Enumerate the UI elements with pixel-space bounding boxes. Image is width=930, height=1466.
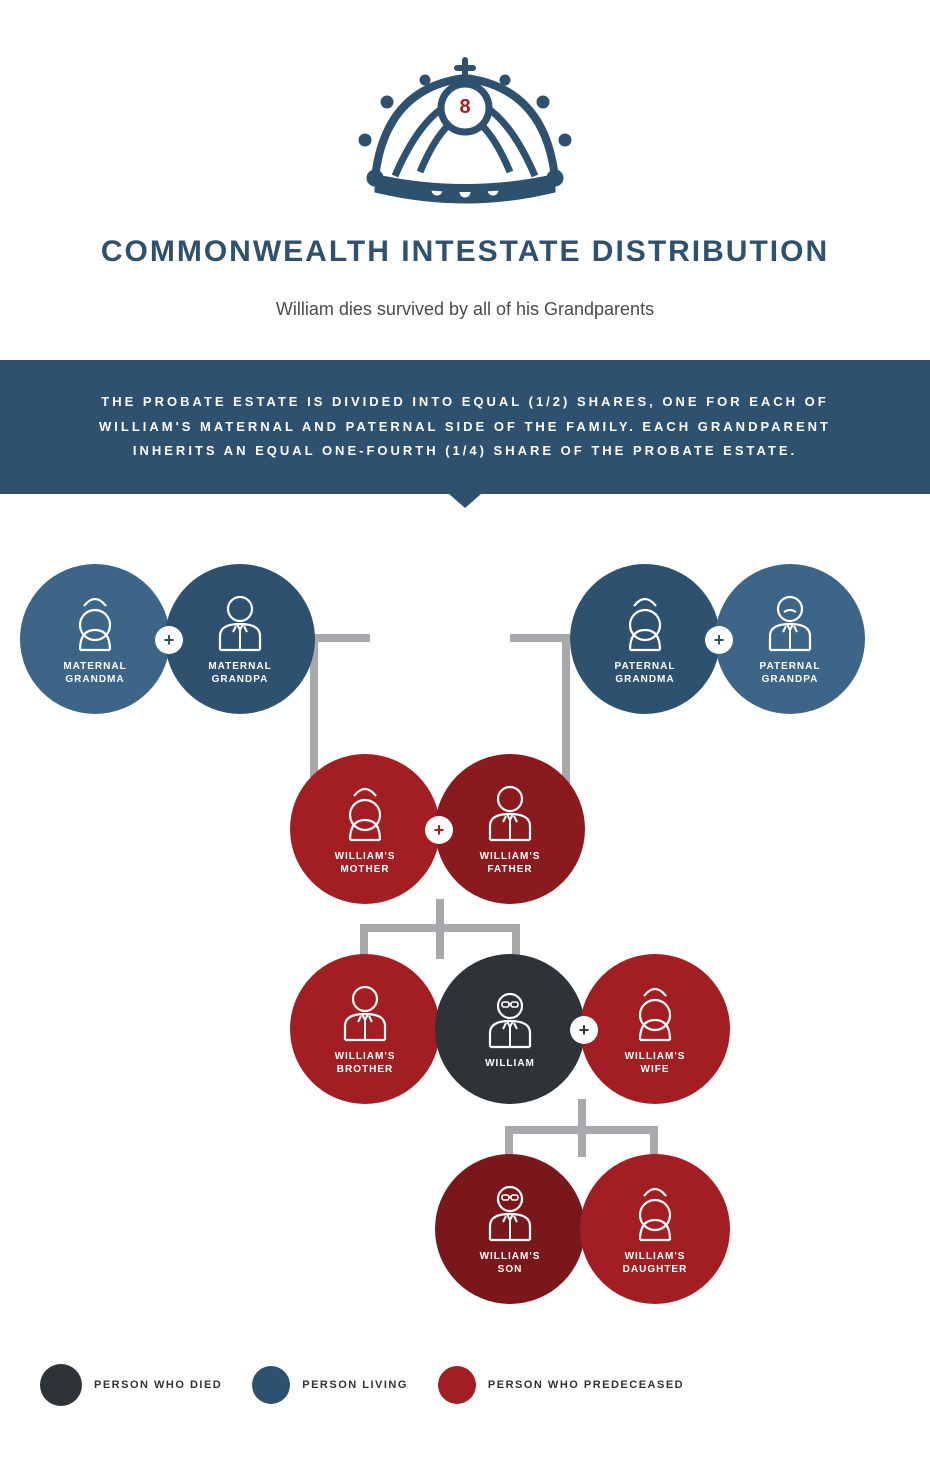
node-label: MATERNALGRANDMA bbox=[63, 660, 126, 686]
legend-dot-living bbox=[252, 1366, 290, 1404]
family-tree-chart: MATERNALGRANDMA MATERNALGRANDPA PATERNALGR… bbox=[0, 564, 930, 1324]
node-maternal-grandpa: MATERNALGRANDPA bbox=[165, 564, 315, 714]
node-mother: WILLIAM'SMOTHER bbox=[290, 754, 440, 904]
page-title: COMMONWEALTH INTESTATE DISTRIBUTION bbox=[0, 235, 930, 269]
connector-line bbox=[310, 634, 370, 642]
banner-text: THE PROBATE ESTATE IS DIVIDED INTO EQUAL… bbox=[99, 394, 831, 458]
connector-line bbox=[510, 634, 570, 642]
plus-badge-grandparents-right: + bbox=[705, 626, 733, 654]
legend-item-living: PERSON LIVING bbox=[252, 1366, 408, 1404]
node-daughter: WILLIAM'SDAUGHTER bbox=[580, 1154, 730, 1304]
crown-icon: 8 bbox=[335, 50, 595, 210]
page-subtitle: William dies survived by all of his Gran… bbox=[0, 299, 930, 320]
node-label: WILLIAM bbox=[485, 1057, 535, 1070]
node-father: WILLIAM'SFATHER bbox=[435, 754, 585, 904]
node-son: WILLIAM'SSON bbox=[435, 1154, 585, 1304]
node-paternal-grandpa: PATERNALGRANDPA bbox=[715, 564, 865, 714]
node-william: WILLIAM bbox=[435, 954, 585, 1104]
connector-line bbox=[505, 1126, 657, 1134]
infographic-container: 8 COMMONWEALTH INTESTATE DISTRIBUTION Wi… bbox=[0, 0, 930, 1466]
node-wife: WILLIAM'SWIFE bbox=[580, 954, 730, 1104]
explanation-banner: THE PROBATE ESTATE IS DIVIDED INTO EQUAL… bbox=[0, 360, 930, 494]
node-brother: WILLIAM'SBROTHER bbox=[290, 954, 440, 1104]
node-label: WILLIAM'SFATHER bbox=[480, 850, 541, 876]
node-label: WILLIAM'SSON bbox=[480, 1250, 541, 1276]
legend-label-living: PERSON LIVING bbox=[302, 1379, 408, 1391]
legend-dot-predeceased bbox=[438, 1366, 476, 1404]
legend-label-predeceased: PERSON WHO PREDECEASED bbox=[488, 1379, 684, 1391]
node-maternal-grandma: MATERNALGRANDMA bbox=[20, 564, 170, 714]
crown-wrap: 8 bbox=[0, 0, 930, 210]
connector-line bbox=[360, 924, 520, 932]
node-paternal-grandma: PATERNALGRANDMA bbox=[570, 564, 720, 714]
node-label: WILLIAM'SBROTHER bbox=[335, 1050, 396, 1076]
plus-badge-grandparents-left: + bbox=[155, 626, 183, 654]
legend-item-died: PERSON WHO DIED bbox=[40, 1364, 222, 1406]
node-label: WILLIAM'SDAUGHTER bbox=[623, 1250, 688, 1276]
legend: PERSON WHO DIED PERSON LIVING PERSON WHO… bbox=[0, 1324, 930, 1466]
legend-label-died: PERSON WHO DIED bbox=[94, 1379, 222, 1391]
crown-number: 8 bbox=[459, 96, 470, 119]
plus-badge-william-wife: + bbox=[570, 1016, 598, 1044]
node-label: PATERNALGRANDPA bbox=[760, 660, 821, 686]
node-label: WILLIAM'SWIFE bbox=[625, 1050, 686, 1076]
plus-badge-parents: + bbox=[425, 816, 453, 844]
node-label: PATERNALGRANDMA bbox=[615, 660, 676, 686]
legend-dot-died bbox=[40, 1364, 82, 1406]
legend-item-predeceased: PERSON WHO PREDECEASED bbox=[438, 1366, 684, 1404]
node-label: WILLIAM'SMOTHER bbox=[335, 850, 396, 876]
banner-arrow-icon bbox=[449, 494, 481, 508]
node-label: MATERNALGRANDPA bbox=[208, 660, 271, 686]
